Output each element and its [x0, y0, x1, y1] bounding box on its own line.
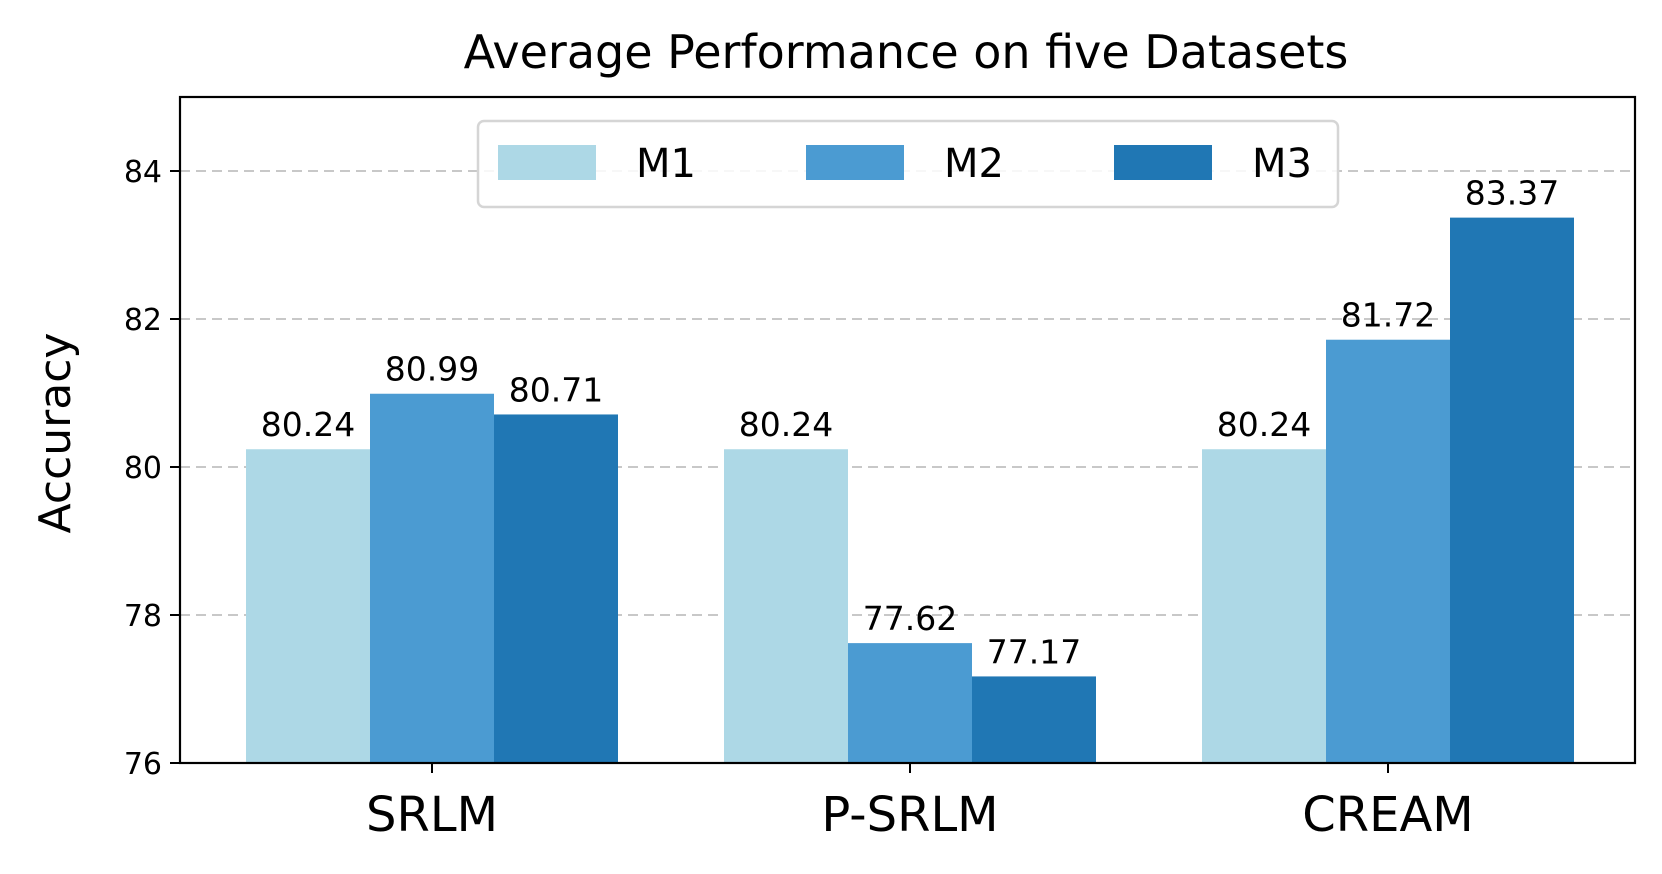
y-tick-label: 84 [124, 155, 162, 190]
data-label: 80.71 [509, 370, 603, 409]
bar-m1-cream [1202, 449, 1326, 763]
legend-label-m3: M3 [1252, 141, 1312, 187]
x-tick-label: P-SRLM [821, 787, 998, 843]
bars [246, 217, 1574, 763]
x-tick-label: CREAM [1302, 787, 1473, 843]
data-label: 77.17 [987, 632, 1081, 671]
y-tick-label: 82 [124, 303, 162, 338]
legend-swatch-m3 [1114, 145, 1212, 180]
bar-m3-p-srlm [972, 676, 1096, 763]
y-tick-label: 76 [124, 747, 162, 782]
legend-swatch-m1 [498, 145, 596, 180]
bar-m3-cream [1450, 217, 1574, 763]
y-axis-ticks: 76 78 80 82 84 [124, 155, 180, 782]
data-label: 80.24 [261, 405, 355, 444]
legend-swatch-m2 [806, 145, 904, 180]
bar-m2-p-srlm [848, 643, 972, 763]
chart-title: Average Performance on five Datasets [464, 25, 1349, 79]
data-label: 81.72 [1341, 296, 1435, 335]
x-tick-label: SRLM [366, 787, 498, 843]
bar-m3-srlm [494, 414, 618, 763]
data-labels: 80.24 80.99 80.71 80.24 77.62 77.17 80.24 81.72… [261, 174, 1559, 672]
data-label: 77.62 [863, 599, 957, 638]
y-tick-label: 80 [124, 451, 162, 486]
y-axis-label: Accuracy [30, 333, 81, 534]
data-label: 80.24 [1217, 405, 1311, 444]
legend-label-m1: M1 [636, 141, 696, 187]
legend-frame [476, 119, 1340, 209]
data-label: 80.24 [739, 405, 833, 444]
bar-m2-srlm [370, 393, 494, 763]
plot-frame [178, 95, 1637, 765]
bar-m1-p-srlm [724, 449, 848, 763]
bar-m1-srlm [246, 449, 370, 763]
y-tick-label: 78 [124, 599, 162, 634]
data-label: 80.99 [385, 350, 479, 389]
data-label: 83.37 [1465, 174, 1559, 213]
x-axis-ticks: SRLM P-SRLM CREAM [366, 763, 1474, 843]
legend-label-m2: M2 [944, 141, 1004, 187]
bar-m2-cream [1326, 339, 1450, 763]
legend: M1 M2 M3 [476, 119, 1340, 209]
